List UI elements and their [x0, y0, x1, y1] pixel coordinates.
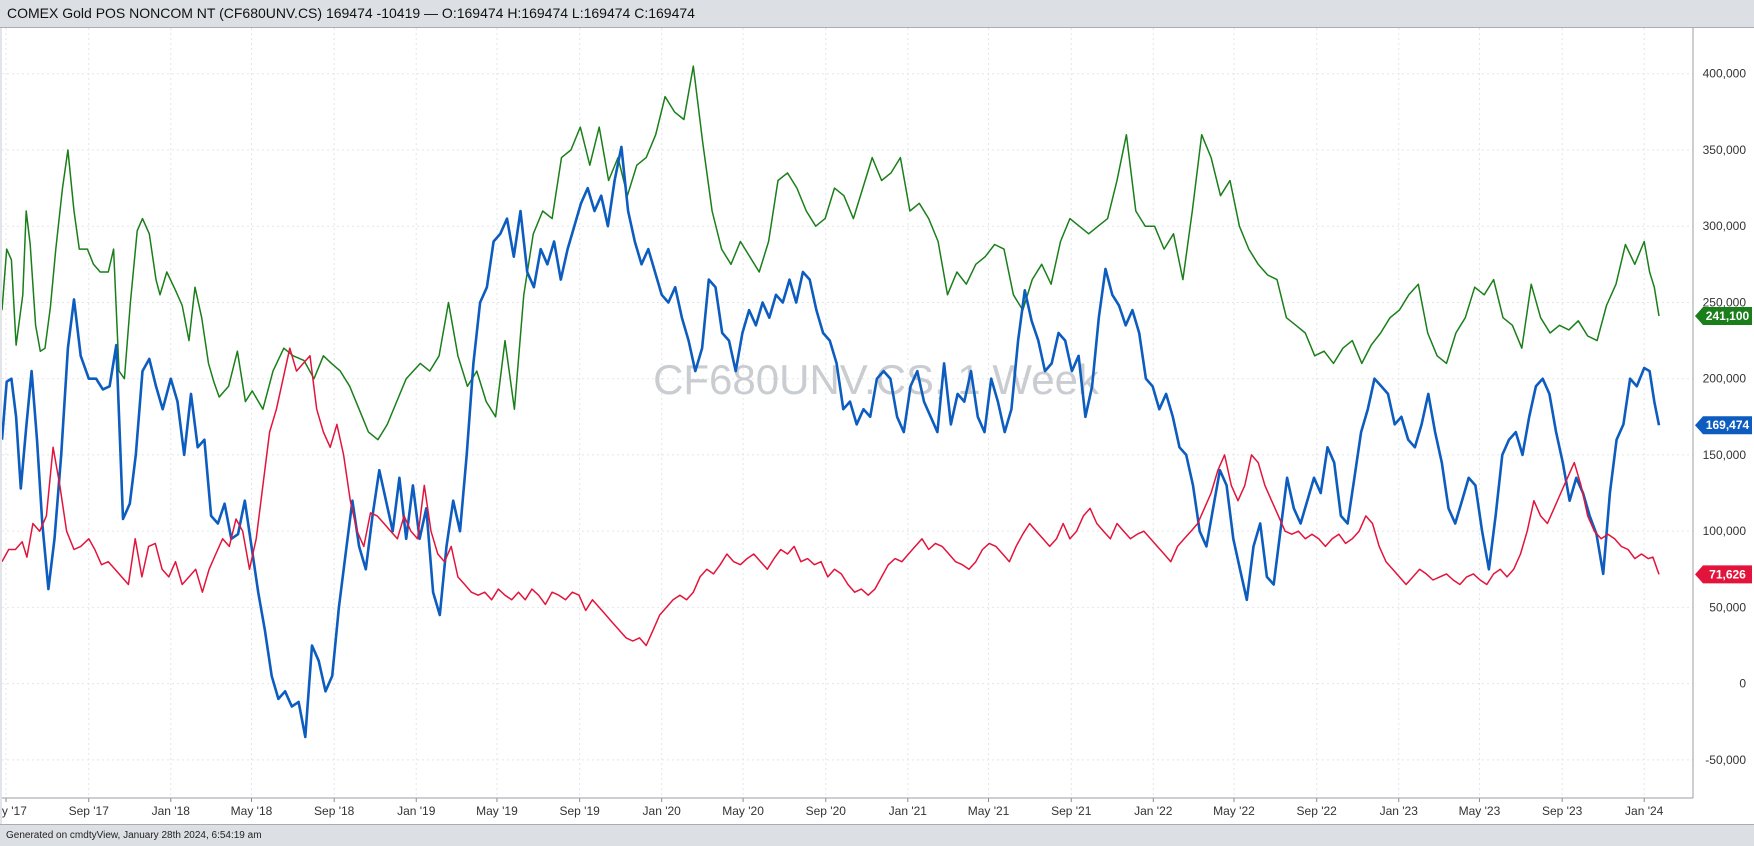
x-tick-label: Sep '19	[559, 804, 600, 818]
last-value-tag	[1695, 565, 1752, 584]
x-tick-label: Sep '21	[1051, 804, 1092, 818]
x-tick-label: Sep '20	[806, 804, 847, 818]
series-line-blue	[2, 145, 1661, 739]
x-tick-label: Jan '18	[152, 804, 191, 818]
chart-header: COMEX Gold POS NONCOM NT (CF680UNV.CS) 1…	[0, 0, 1754, 28]
y-tick-label: 50,000	[1709, 600, 1746, 614]
last-value-tag	[1695, 416, 1752, 435]
y-tick-label: 350,000	[1703, 143, 1747, 157]
y-tick-label: 250,000	[1703, 295, 1747, 309]
x-tick-label: May '21	[968, 804, 1010, 818]
y-tick-label: -50,000	[1705, 753, 1746, 767]
y-tick-label: 150,000	[1703, 448, 1747, 462]
y-tick-label: 0	[1739, 677, 1746, 691]
x-tick-label: Sep '17	[69, 804, 110, 818]
last-value-label: 169,474	[1706, 418, 1750, 432]
y-tick-label: 300,000	[1703, 219, 1747, 233]
x-tick-label: Jan '23	[1380, 804, 1419, 818]
x-tick-label: May '20	[722, 804, 764, 818]
x-tick-label: Sep '18	[314, 804, 355, 818]
x-tick-label: Jan '24	[1625, 804, 1664, 818]
last-value-label: 241,100	[1706, 309, 1750, 323]
x-tick-label: Jan '22	[1134, 804, 1173, 818]
x-tick-label: Jan '20	[643, 804, 682, 818]
chart-footer: Generated on cmdtyView, January 28th 202…	[0, 824, 1754, 846]
x-tick-label: May '23	[1459, 804, 1501, 818]
x-tick-label: Jan '19	[397, 804, 436, 818]
x-tick-label: May '22	[1213, 804, 1255, 818]
series-line-red	[2, 347, 1660, 647]
x-tick-label: May '17	[2, 804, 27, 818]
last-value-label: 71,626	[1709, 567, 1746, 581]
x-tick-label: May '19	[476, 804, 518, 818]
y-tick-label: 400,000	[1703, 67, 1747, 81]
last-value-tag	[1695, 307, 1752, 326]
chart-area[interactable]: -50,000 0 50,000 100,000 150,000 200,000 250,0…	[2, 28, 1754, 824]
chart-title: COMEX Gold POS NONCOM NT (CF680UNV.CS) 1…	[7, 5, 695, 21]
x-tick-label: Sep '23	[1542, 804, 1583, 818]
generated-timestamp: Generated on cmdtyView, January 28th 202…	[6, 830, 262, 841]
x-tick-label: Sep '22	[1297, 804, 1338, 818]
series-line-green	[2, 65, 1660, 441]
chart-svg[interactable]: -50,000 0 50,000 100,000 150,000 200,000 250,0…	[2, 28, 1754, 824]
y-tick-label: 100,000	[1703, 524, 1747, 538]
x-tick-label: May '18	[231, 804, 273, 818]
x-tick-label: Jan '21	[889, 804, 928, 818]
y-tick-label: 200,000	[1703, 372, 1747, 386]
